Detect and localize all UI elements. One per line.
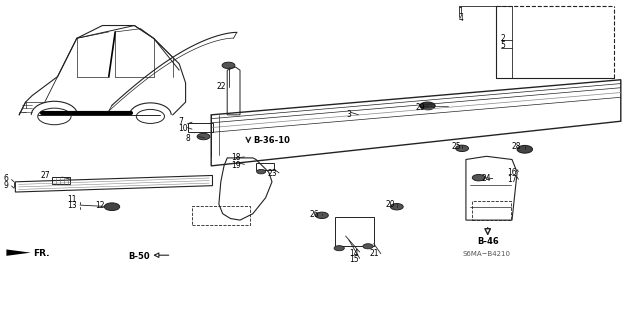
Text: 12: 12 <box>95 201 104 210</box>
Text: 18: 18 <box>232 153 241 162</box>
Circle shape <box>456 145 468 152</box>
Circle shape <box>104 203 120 211</box>
Text: 11: 11 <box>67 195 77 204</box>
Text: 20: 20 <box>385 200 395 209</box>
Circle shape <box>222 62 235 69</box>
Bar <box>335 217 374 246</box>
Text: 6: 6 <box>4 174 9 183</box>
Text: 22: 22 <box>216 82 226 91</box>
Text: 2: 2 <box>500 34 505 43</box>
Text: 3: 3 <box>347 110 352 119</box>
Text: FR.: FR. <box>33 249 50 258</box>
Text: 21: 21 <box>370 249 380 258</box>
Text: 28: 28 <box>512 142 522 151</box>
Circle shape <box>316 212 328 219</box>
Text: 13: 13 <box>67 201 77 210</box>
Text: 15: 15 <box>349 256 358 264</box>
Bar <box>188 123 213 132</box>
Text: B-36-10: B-36-10 <box>253 136 290 145</box>
Text: B-50: B-50 <box>128 252 150 261</box>
Text: 16: 16 <box>507 168 516 177</box>
Text: 7: 7 <box>178 117 183 126</box>
Text: B-46: B-46 <box>477 237 499 246</box>
Text: 1: 1 <box>458 7 463 16</box>
Circle shape <box>517 145 532 153</box>
Bar <box>52 177 70 184</box>
Bar <box>192 206 250 225</box>
Text: S6MA−B4210: S6MA−B4210 <box>462 251 510 256</box>
Text: 8: 8 <box>186 134 190 143</box>
Circle shape <box>334 246 344 251</box>
Circle shape <box>420 102 435 110</box>
Circle shape <box>472 174 485 181</box>
Text: 26: 26 <box>310 210 319 219</box>
Bar <box>256 163 274 170</box>
Text: 19: 19 <box>232 161 241 170</box>
Text: 10: 10 <box>178 124 188 133</box>
Circle shape <box>363 244 373 249</box>
Text: 29: 29 <box>416 103 426 112</box>
Text: 25: 25 <box>452 142 461 151</box>
Circle shape <box>257 169 266 174</box>
Circle shape <box>197 133 210 140</box>
Bar <box>472 201 511 220</box>
Text: 27: 27 <box>41 171 51 180</box>
Text: 9: 9 <box>4 181 9 189</box>
Text: 4: 4 <box>458 14 463 23</box>
Text: 14: 14 <box>349 249 358 258</box>
Text: 24: 24 <box>481 174 491 183</box>
Text: 23: 23 <box>268 169 277 178</box>
Text: 5: 5 <box>500 41 506 50</box>
Polygon shape <box>6 249 31 256</box>
Text: 17: 17 <box>507 175 516 184</box>
Circle shape <box>390 204 403 210</box>
